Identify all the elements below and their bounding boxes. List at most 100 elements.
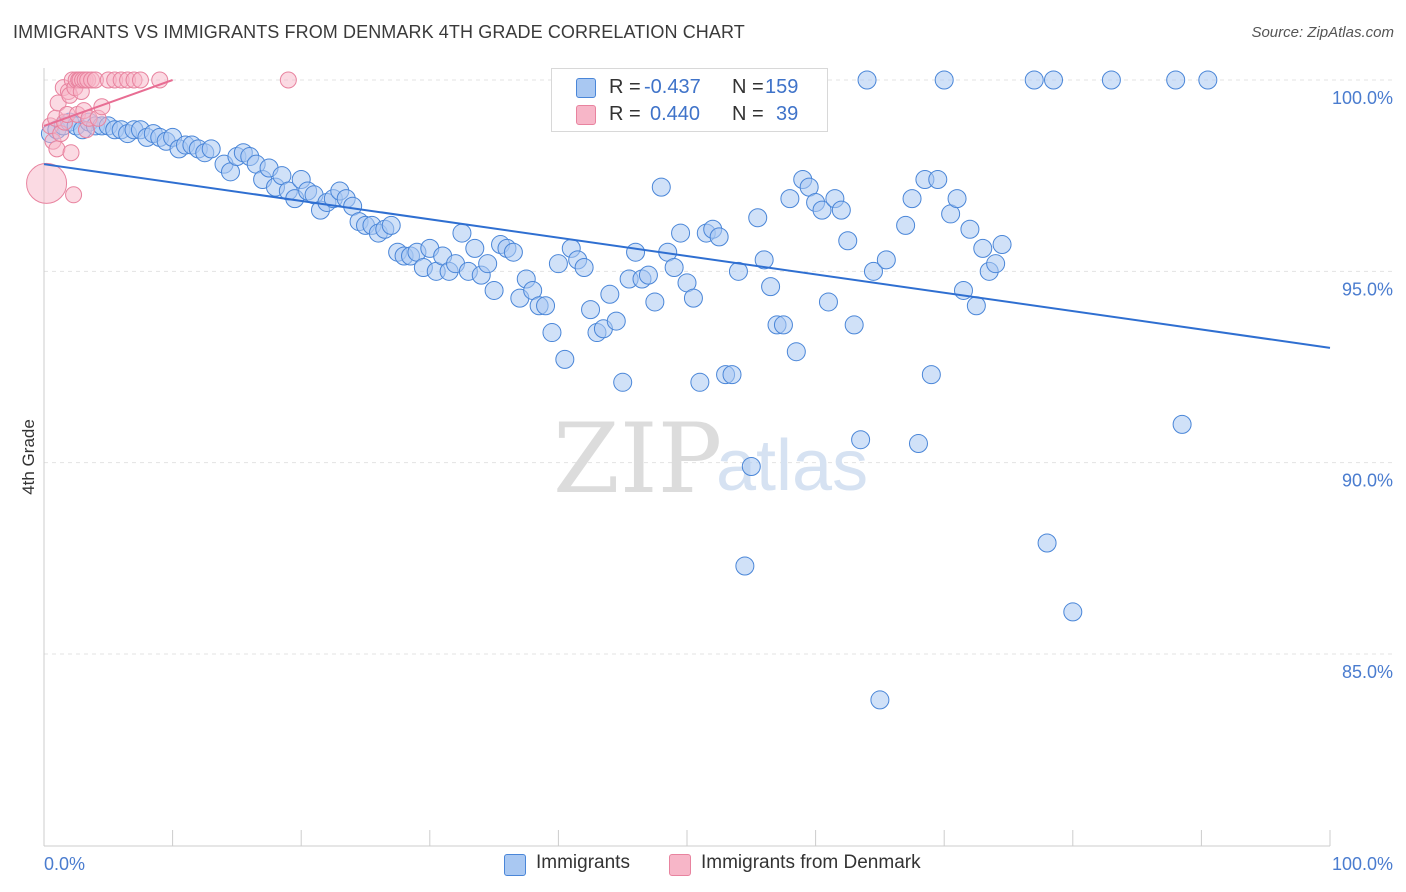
legend-n-value: 159 [765, 76, 799, 98]
immigrants-point [452, 223, 472, 243]
immigrants-point [786, 342, 806, 362]
immigrants-point [465, 238, 485, 258]
immigrants-point [709, 227, 729, 247]
immigrants-point [851, 430, 871, 450]
immigrants-point [838, 231, 858, 251]
immigrants-point [722, 365, 742, 385]
y-tick-label: 95.0% [1342, 279, 1393, 299]
immigrants-point [831, 200, 851, 220]
legend-row-immigrants: R = -0.437 N = 159 [552, 74, 827, 100]
immigrants-point [645, 292, 665, 312]
immigrants-point [548, 254, 568, 274]
trend-lines [43, 79, 1331, 349]
immigrants-point [478, 254, 498, 274]
immigrants-point [992, 235, 1012, 255]
immigrants-point [1024, 70, 1044, 90]
legend-r-value: -0.437 [644, 76, 701, 98]
immigrants-point [863, 261, 883, 281]
denmark-point [131, 71, 149, 89]
immigrants-point [1037, 533, 1057, 553]
immigrants-point [503, 242, 523, 262]
watermark: ZIP atlas [553, 403, 868, 515]
immigrants-point [542, 323, 562, 343]
immigrants-point [600, 284, 620, 304]
immigrants-points [40, 70, 1218, 710]
stats-legend: R = -0.437 N = 159 R = 0.440 N = 39 [551, 68, 828, 132]
immigrants-point [812, 200, 832, 220]
immigrants-point [921, 365, 941, 385]
immigrants-point [613, 372, 633, 392]
legend-r-label: R = [609, 103, 641, 125]
immigrants-point [870, 690, 890, 710]
legend-n-value: 39 [776, 103, 799, 125]
immigrants-point [664, 258, 684, 278]
immigrants-point [754, 250, 774, 270]
legend-label-denmark: Immigrants from Denmark [701, 852, 921, 873]
immigrants-point [896, 215, 916, 235]
legend-swatch-immigrants [576, 78, 596, 98]
immigrants-point [201, 139, 221, 159]
watermark-zip: ZIP [553, 403, 722, 515]
immigrants-point [973, 238, 993, 258]
immigrants-point [626, 242, 646, 262]
immigrants-point [735, 556, 755, 576]
immigrants-point [960, 219, 980, 239]
immigrants-point [651, 177, 671, 197]
immigrants-point [748, 208, 768, 228]
y-axis-label: 4th Grade [19, 419, 38, 495]
immigrants-point [581, 300, 601, 320]
immigrants-point [908, 434, 928, 454]
immigrants-point [536, 296, 556, 316]
immigrants-point [928, 169, 948, 189]
immigrants-point [857, 70, 877, 90]
y-tick-labels: 85.0% 90.0% 95.0% 100.0% [1332, 88, 1393, 682]
immigrants-point [780, 189, 800, 209]
immigrants-point [1166, 70, 1186, 90]
immigrants-point [741, 456, 761, 476]
immigrants-trendline [43, 163, 1331, 349]
immigrants-point [986, 254, 1006, 274]
legend-n-label: N = [732, 76, 764, 98]
legend-swatch-denmark [576, 105, 596, 125]
x-tick-label-max: 100.0% [1332, 854, 1393, 874]
legend-r-label: R = [609, 76, 641, 98]
immigrants-point [1044, 70, 1064, 90]
denmark-point [279, 71, 297, 89]
watermark-atlas: atlas [716, 426, 868, 506]
chart-title: IMMIGRANTS VS IMMIGRANTS FROM DENMARK 4T… [13, 22, 745, 42]
immigrants-point [606, 311, 626, 331]
legend-n-label: N = [732, 103, 764, 125]
immigrants-point [934, 70, 954, 90]
immigrants-point [1198, 70, 1218, 90]
legend-swatch-immigrants [504, 854, 526, 876]
immigrants-point [683, 288, 703, 308]
immigrants-point [902, 189, 922, 209]
immigrants-point [1172, 414, 1192, 434]
grid-lines [44, 79, 1393, 655]
immigrants-point [844, 315, 864, 335]
denmark-point [48, 140, 66, 158]
immigrants-point [818, 292, 838, 312]
immigrants-point [728, 261, 748, 281]
immigrants-point [1101, 70, 1121, 90]
x-tick-marks [43, 830, 1331, 846]
series-legend: Immigrants Immigrants from Denmark [0, 852, 1406, 878]
immigrants-point [761, 277, 781, 297]
immigrants-point [773, 315, 793, 335]
immigrants-point [381, 215, 401, 235]
denmark-point [62, 144, 80, 162]
x-tick-label-min: 0.0% [44, 854, 85, 874]
denmark-points [26, 71, 297, 204]
source-label: Source: ZipAtlas.com [1251, 24, 1394, 41]
denmark-point [65, 186, 83, 204]
legend-label-immigrants: Immigrants [536, 852, 630, 873]
immigrants-point [638, 265, 658, 285]
immigrants-point [574, 258, 594, 278]
y-tick-label: 90.0% [1342, 471, 1393, 491]
immigrants-point [966, 296, 986, 316]
immigrants-point [947, 189, 967, 209]
immigrants-point [555, 349, 575, 369]
denmark-point [26, 162, 68, 204]
immigrants-point [671, 223, 691, 243]
